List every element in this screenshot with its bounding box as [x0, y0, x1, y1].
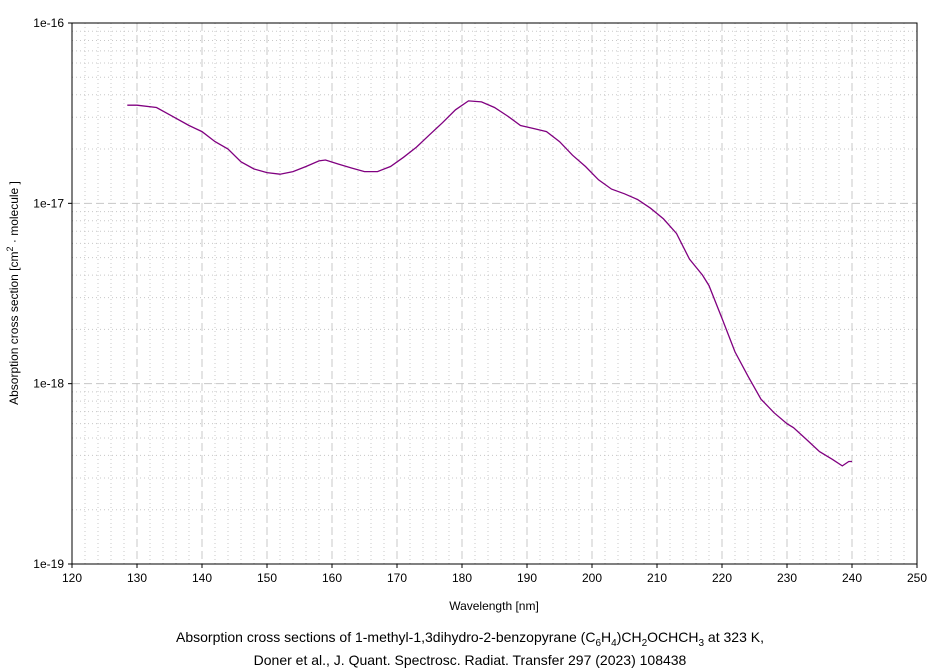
- y-tick-label: 1e-19: [33, 557, 64, 571]
- plot-frame: [71, 22, 918, 565]
- x-tick-label: 250: [907, 571, 927, 585]
- x-tick-label: 180: [452, 571, 472, 585]
- x-tick-label: 200: [582, 571, 602, 585]
- chart-subtitle: Doner et al., J. Quant. Spectrosc. Radia…: [253, 652, 687, 668]
- chart-title: Absorption cross sections of 1-methyl-1,…: [176, 629, 764, 649]
- x-axis-label: Wavelength [nm]: [449, 599, 539, 613]
- x-ticks: 120 130 140 150 160 170 180 190 200 210 220 230 240 2…: [62, 564, 927, 585]
- x-tick-label: 220: [712, 571, 732, 585]
- x-tick-label: 240: [842, 571, 862, 585]
- x-tick-label: 130: [127, 571, 147, 585]
- y-axis-label: Absorption cross section [cm2 · molecule…: [5, 181, 21, 405]
- y-ticks: 1e-16 1e-17 1e-18 1e-19: [33, 16, 72, 571]
- grid: [72, 23, 917, 564]
- x-tick-label: 210: [647, 571, 667, 585]
- x-tick-label: 170: [387, 571, 407, 585]
- x-tick-label: 150: [257, 571, 277, 585]
- x-tick-label: 230: [777, 571, 797, 585]
- x-tick-label: 160: [322, 571, 342, 585]
- x-tick-label: 190: [517, 571, 537, 585]
- y-tick-label: 1e-17: [33, 196, 64, 210]
- series-line: [127, 100, 852, 467]
- x-tick-label: 120: [62, 571, 82, 585]
- x-tick-label: 140: [192, 571, 212, 585]
- y-tick-label: 1e-18: [33, 377, 64, 391]
- y-tick-label: 1e-16: [33, 16, 64, 30]
